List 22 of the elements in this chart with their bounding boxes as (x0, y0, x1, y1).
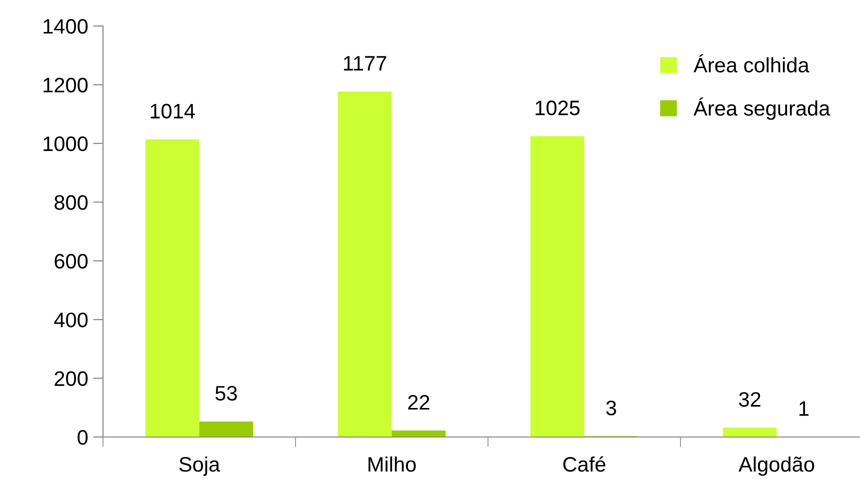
data-label: 32 (739, 392, 760, 407)
x-tick-label: Algodão (738, 456, 814, 476)
data-label: 3 (606, 400, 616, 416)
data-label: 22 (408, 395, 430, 410)
data-label: 1025 (536, 100, 580, 116)
y-tick-label: 600 (54, 254, 88, 269)
y-tick-label: 200 (54, 371, 88, 386)
data-label: 1 (799, 401, 808, 416)
data-label: 1177 (344, 56, 386, 70)
data-label: 53 (215, 386, 237, 401)
y-tick-label: 1200 (44, 78, 88, 92)
y-tick-label: 800 (54, 195, 88, 210)
y-tick-label: 0 (78, 430, 88, 445)
x-tick-label: Soja (179, 456, 220, 476)
y-tick-label: 1000 (44, 136, 88, 152)
x-tick-label: Café (563, 456, 606, 472)
legend-label: Área segurada (694, 97, 830, 120)
y-tick-label: 1400 (44, 19, 88, 34)
y-tick-label: 400 (54, 312, 88, 328)
data-label: 1014 (150, 104, 195, 119)
legend-label: Área colhida (694, 54, 810, 72)
x-tick-label: Milho (368, 456, 416, 472)
